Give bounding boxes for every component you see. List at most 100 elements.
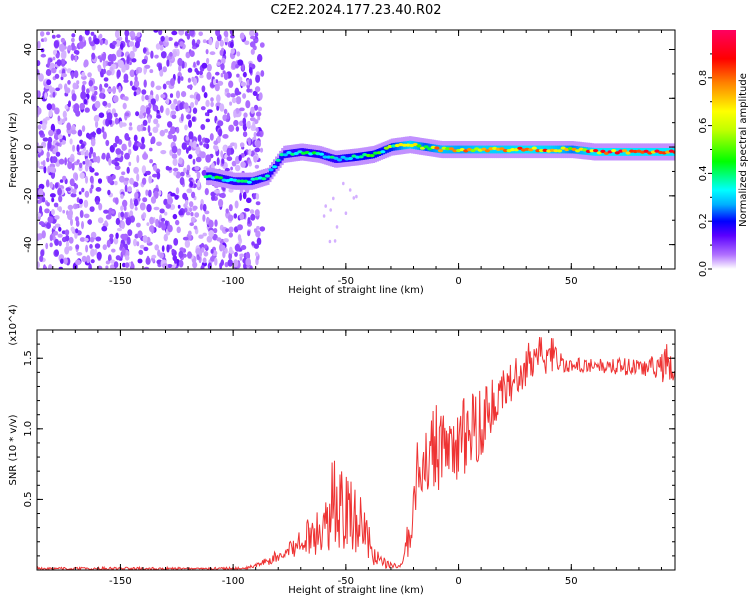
ridge-core [600, 149, 606, 153]
noise-cell [142, 235, 148, 243]
noise-cell [189, 30, 195, 37]
noise-cell [235, 64, 239, 69]
noise-cell [41, 197, 46, 203]
noise-cell [158, 63, 163, 72]
noise-cell [89, 86, 95, 92]
noise-cell [205, 99, 210, 107]
ridge-core [434, 146, 440, 150]
noise-cell [38, 73, 44, 82]
noise-cell [239, 142, 245, 148]
noise-cell [202, 39, 207, 44]
noise-cell [83, 213, 90, 219]
noise-cell [192, 107, 198, 114]
noise-cell [129, 80, 133, 87]
noise-cell [137, 230, 143, 239]
noise-cell [178, 30, 185, 36]
noise-cell [106, 88, 113, 93]
noise-cell [129, 50, 135, 59]
noise-cell [253, 243, 259, 249]
noise-cell [45, 68, 52, 77]
noise-cell [199, 203, 203, 211]
x-tick-label: 0 [455, 276, 461, 287]
noise-cell [174, 194, 179, 200]
noise-cell [150, 196, 157, 204]
noise-cell [60, 76, 64, 81]
noise-cell [329, 208, 333, 212]
noise-cell [129, 122, 133, 127]
noise-cell [84, 107, 90, 113]
ridge-core [448, 147, 454, 151]
noise-cell [204, 188, 209, 196]
noise-cell [166, 244, 170, 253]
noise-cell [156, 114, 162, 119]
noise-cell [64, 229, 70, 236]
noise-cell [185, 199, 189, 206]
noise-cell [119, 175, 125, 183]
noise-cell [61, 73, 67, 78]
noise-cell [54, 249, 59, 256]
noise-cell [78, 34, 83, 43]
noise-cell [116, 49, 122, 58]
noise-cell [143, 246, 149, 252]
noise-cell [133, 91, 137, 97]
noise-cell [147, 189, 152, 198]
noise-cell [135, 69, 139, 75]
noise-cell [43, 166, 47, 174]
noise-cell [165, 107, 170, 116]
noise-cell [68, 157, 75, 163]
noise-cell [55, 151, 61, 157]
noise-cell [115, 148, 122, 155]
noise-cell [97, 217, 104, 224]
noise-cell [163, 233, 168, 242]
noise-cell [223, 238, 229, 243]
noise-cell [76, 80, 80, 85]
noise-cell [230, 166, 234, 171]
noise-cell [122, 262, 126, 268]
noise-cell [228, 226, 234, 233]
ridge-band [281, 152, 284, 161]
noise-cell [101, 152, 106, 160]
noise-cell [73, 70, 79, 79]
noise-cell [164, 211, 168, 216]
colorbar: 0.0 0.2 0.4 0.6 0.8 Normalized spectral ampl… [698, 30, 749, 277]
noise-cell [156, 123, 160, 128]
noise-cell [192, 158, 196, 165]
noise-cell [86, 132, 90, 139]
noise-cell [235, 164, 241, 172]
noise-cell [152, 164, 158, 172]
noise-cell [107, 189, 111, 196]
noise-cell [123, 73, 129, 82]
noise-cell [156, 171, 161, 180]
noise-cell [160, 150, 167, 155]
noise-cell [69, 138, 73, 145]
noise-cell [234, 251, 238, 257]
noise-cell [131, 58, 137, 63]
noise-cell [37, 142, 40, 147]
noise-cell [160, 51, 167, 59]
noise-cell [37, 124, 42, 130]
noise-cell [90, 31, 95, 36]
noise-cell [224, 262, 229, 268]
noise-cell [91, 52, 96, 60]
colorbar-gradient [712, 30, 736, 269]
noise-cell [51, 156, 58, 164]
noise-cell [152, 126, 159, 133]
noise-cell [246, 197, 252, 204]
noise-cell [184, 239, 191, 248]
ridge-core [531, 146, 537, 150]
noise-cell [80, 143, 85, 149]
noise-cell [85, 175, 88, 184]
noise-cell [75, 244, 80, 250]
ridge-core [499, 147, 505, 151]
colorbar-tick-label: 0.6 [698, 118, 709, 134]
noise-cell [259, 42, 265, 48]
ridge-core [643, 149, 649, 153]
noise-cell [79, 237, 86, 242]
noise-cell [192, 205, 198, 210]
noise-cell [251, 241, 255, 246]
noise-cell [141, 136, 145, 144]
noise-cell [138, 249, 144, 255]
noise-cell [121, 247, 126, 256]
noise-cell [135, 111, 140, 117]
ridge-core [235, 179, 242, 183]
